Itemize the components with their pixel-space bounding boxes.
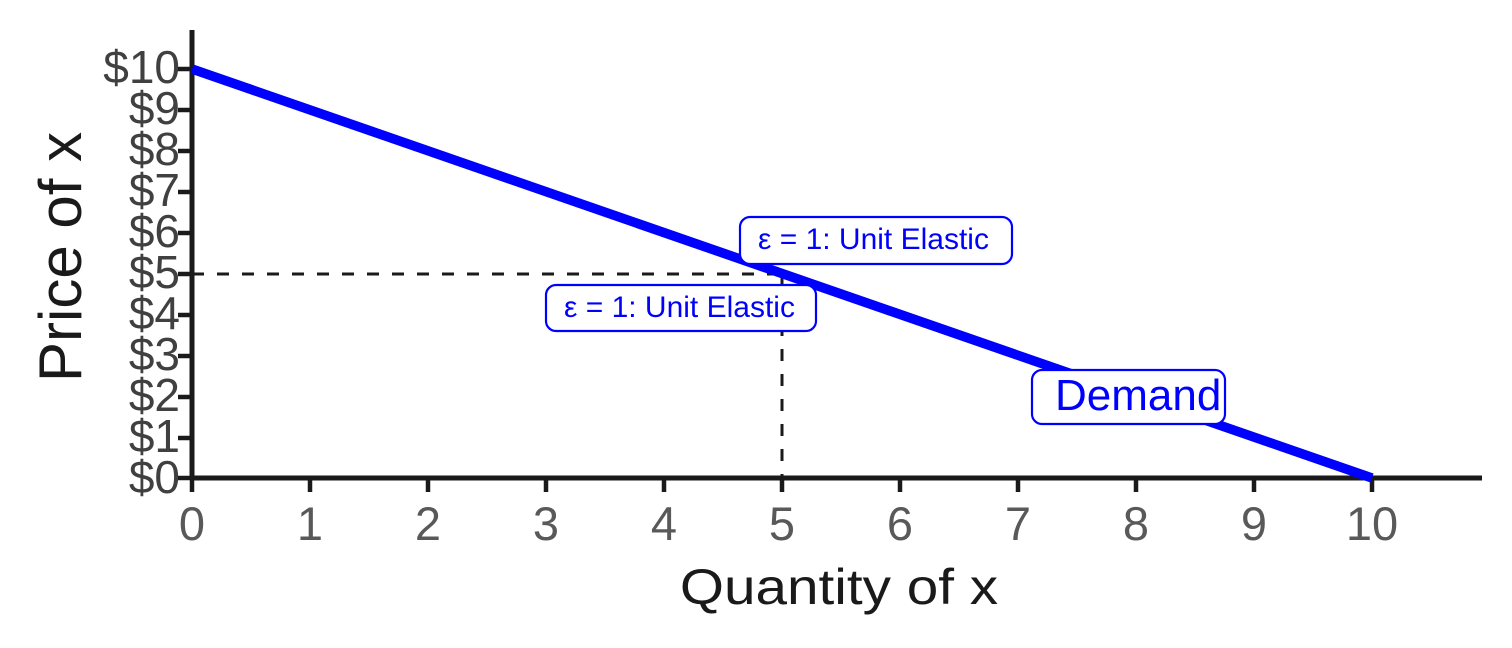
svg-text:0: 0 xyxy=(179,497,205,550)
svg-text:1: 1 xyxy=(297,497,323,550)
svg-text:10: 10 xyxy=(1346,497,1398,550)
svg-text:5: 5 xyxy=(769,497,795,550)
svg-text:Demand: Demand xyxy=(1055,371,1221,420)
svg-text:ε = 1: Unit Elastic: ε = 1: Unit Elastic xyxy=(564,291,795,324)
svg-text:4: 4 xyxy=(651,497,677,550)
svg-text:$0: $0 xyxy=(129,451,180,503)
svg-text:3: 3 xyxy=(533,497,559,550)
svg-text:7: 7 xyxy=(1005,497,1031,550)
svg-text:8: 8 xyxy=(1123,497,1149,550)
svg-text:ε = 1: Unit Elastic: ε = 1: Unit Elastic xyxy=(758,223,989,256)
svg-text:9: 9 xyxy=(1241,497,1267,550)
svg-text:2: 2 xyxy=(415,497,441,550)
svg-text:6: 6 xyxy=(887,497,913,550)
